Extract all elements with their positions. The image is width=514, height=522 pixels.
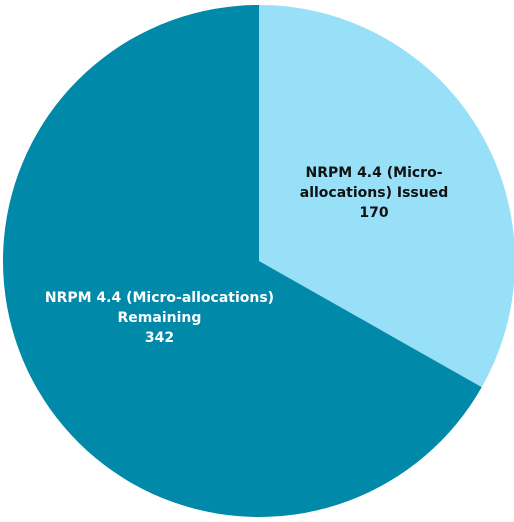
slice-label-value: 342 — [144, 330, 175, 346]
slice-label-category: NRPM 4.4 (Micro-allocations) Issued — [299, 164, 449, 201]
slice-label-box: NRPM 4.4 (Micro-allocations) Issued 170 — [289, 163, 459, 223]
pie-slice — [3, 5, 482, 517]
slice-label-value: 170 — [359, 204, 389, 221]
slice-label-category: NRPM 4.4 (Micro-allocations) Remaining — [44, 290, 275, 326]
slice-label-box: NRPM 4.4 (Micro-allocations) Remaining 34… — [34, 288, 284, 348]
slice-label: NRPM 4.4 (Micro-allocations) Issued 170 — [289, 163, 459, 223]
slice-label: NRPM 4.4 (Micro-allocations) Remaining 34… — [34, 288, 284, 348]
pie-slice — [259, 5, 514, 388]
